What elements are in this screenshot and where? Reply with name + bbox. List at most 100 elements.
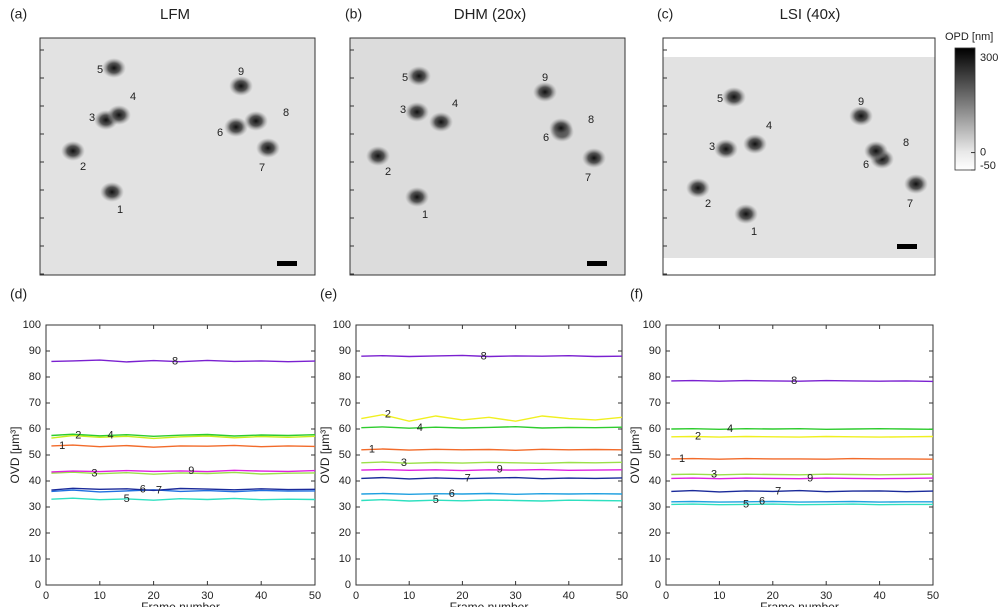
cell-label: 5	[717, 93, 723, 105]
image-frame	[39, 37, 316, 276]
series-label: 8	[172, 356, 178, 368]
y-tick-label: 30	[29, 501, 41, 513]
panel-label: (c)	[657, 6, 673, 22]
scale-bar	[897, 244, 917, 249]
x-tick-label: 40	[255, 590, 267, 602]
cell-label: 3	[89, 112, 95, 124]
x-tick-label: 20	[147, 590, 159, 602]
x-tick-label: 30	[509, 590, 521, 602]
series-line	[51, 433, 316, 438]
cell	[904, 174, 928, 194]
y-tick-label: 20	[29, 527, 41, 539]
series-line	[361, 425, 623, 429]
x-tick-label: 0	[353, 590, 359, 602]
cell	[405, 102, 429, 122]
series-label: 4	[417, 422, 423, 434]
cell	[849, 106, 873, 126]
cell-label: 2	[705, 198, 711, 210]
x-tick-label: 0	[663, 590, 669, 602]
cell-label: 1	[422, 209, 428, 221]
series-label: 7	[775, 485, 781, 497]
y-tick-label: 100	[23, 319, 41, 331]
series-line	[51, 471, 316, 475]
y-tick-label: 20	[649, 527, 661, 539]
y-tick-label: 70	[29, 397, 41, 409]
colorbar-tick-label: -50	[980, 160, 996, 172]
series-label: 2	[385, 409, 391, 421]
cell-label: 4	[130, 91, 136, 103]
cell-label: 4	[452, 98, 458, 110]
cell	[61, 141, 85, 161]
cell	[100, 182, 124, 202]
y-tick-label: 100	[333, 319, 351, 331]
x-tick-label: 30	[820, 590, 832, 602]
series-line	[671, 473, 934, 476]
series-line	[361, 448, 623, 452]
series-label: 4	[107, 430, 113, 442]
y-tick-label: 0	[35, 579, 41, 591]
series-line	[51, 434, 316, 440]
y-tick-label: 30	[339, 501, 351, 513]
x-tick-label: 10	[403, 590, 415, 602]
series-line	[51, 359, 316, 363]
cell	[405, 187, 429, 207]
y-tick-label: 40	[29, 475, 41, 487]
x-tick-label: 50	[616, 590, 628, 602]
cell-label: 9	[542, 72, 548, 84]
y-tick-label: 60	[339, 423, 351, 435]
series-line	[361, 354, 623, 358]
cell	[722, 87, 746, 107]
cell	[229, 76, 253, 96]
x-axis-label: Frame number	[760, 600, 839, 607]
y-tick-label: 80	[649, 371, 661, 383]
colorbar	[954, 47, 976, 171]
cell-label: 8	[588, 114, 594, 126]
y-tick-label: 10	[29, 553, 41, 565]
cell	[256, 138, 280, 158]
series-label: 5	[743, 498, 749, 510]
cell	[107, 105, 131, 125]
y-tick-label: 0	[345, 579, 351, 591]
series-line	[361, 492, 623, 496]
x-tick-label: 40	[563, 590, 575, 602]
cell-label: 9	[238, 66, 244, 78]
cell-label: 6	[543, 132, 549, 144]
x-tick-label: 20	[767, 590, 779, 602]
series-line	[361, 476, 623, 480]
y-tick-label: 50	[649, 449, 661, 461]
panel-label: (a)	[10, 6, 27, 22]
series-label: 5	[433, 494, 439, 506]
plot-frame	[355, 324, 623, 586]
y-tick-label: 50	[339, 449, 351, 461]
series-label: 8	[791, 375, 797, 387]
cell-label: 7	[585, 172, 591, 184]
y-axis-label: OVD [μm³]	[8, 427, 22, 484]
series-line	[671, 435, 934, 438]
series-label: 8	[481, 350, 487, 362]
y-axis-label: OVD [μm³]	[628, 427, 642, 484]
y-tick-label: 90	[339, 345, 351, 357]
image-title: LSI (40x)	[780, 6, 841, 23]
series-line	[51, 489, 316, 493]
series-line	[51, 444, 316, 448]
cell	[407, 66, 431, 86]
cell	[714, 139, 738, 159]
series-label: 1	[679, 453, 685, 465]
series-line	[361, 498, 623, 502]
y-tick-label: 50	[29, 449, 41, 461]
cell-label: 5	[97, 64, 103, 76]
x-tick-label: 30	[201, 590, 213, 602]
series-label: 9	[188, 465, 194, 477]
series-label: 5	[124, 493, 130, 505]
series-label: 4	[727, 423, 733, 435]
y-tick-label: 60	[649, 423, 661, 435]
image-frame	[349, 37, 626, 276]
series-label: 2	[75, 429, 81, 441]
y-tick-label: 60	[29, 423, 41, 435]
panel-label: (b)	[345, 6, 362, 22]
series-label: 9	[807, 473, 813, 485]
cell-label: 3	[709, 141, 715, 153]
x-tick-label: 50	[309, 590, 321, 602]
cell	[366, 146, 390, 166]
